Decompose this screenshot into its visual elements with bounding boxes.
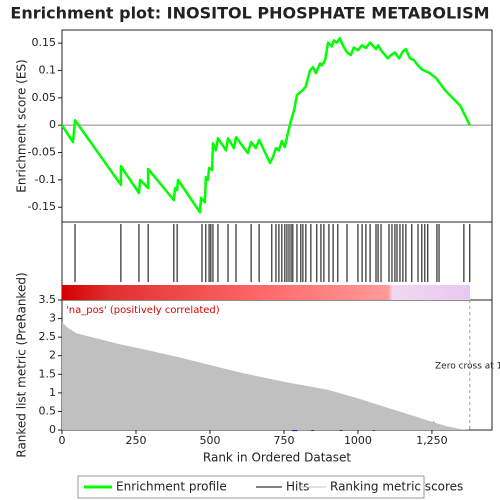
legend-label: Ranking metric scores — [330, 480, 463, 494]
x-tick-label: 1000 — [344, 434, 372, 447]
y-tick-label: 0.15 — [32, 36, 57, 49]
annotation: 'na_pos' (positively correlated) — [66, 305, 220, 316]
y-tick-label: -0.05 — [28, 146, 56, 159]
metric-area — [62, 322, 470, 430]
x-tick-label: 1,250 — [416, 434, 448, 447]
y-tick-label: 0 — [49, 118, 56, 131]
y-axis-label: Enrichment score (ES) — [15, 59, 29, 192]
y-tick-label: 3.5 — [39, 293, 57, 306]
y-tick-label: 2.5 — [39, 330, 57, 343]
rank-color-bar — [62, 285, 470, 300]
chart-title: Enrichment plot: INOSITOL PHOSPHATE META… — [10, 4, 489, 23]
y-tick-label: 0.1 — [39, 63, 57, 76]
y-tick-label: 3 — [49, 312, 56, 325]
annotation: Zero cross at 1 — [435, 362, 500, 372]
y-tick-label: 0 — [49, 423, 56, 436]
y-tick-label: -0.15 — [28, 200, 56, 213]
y-tick-label: 0.5 — [39, 404, 57, 417]
y-tick-label: -0.1 — [35, 173, 56, 186]
y-axis-label: Ranked list metric (PreRanked) — [15, 272, 29, 457]
x-axis-label: Rank in Ordered Dataset — [203, 451, 351, 465]
x-tick-label: 250 — [125, 434, 146, 447]
y-tick-label: 1 — [49, 386, 56, 399]
y-tick-label: 0.05 — [32, 91, 57, 104]
x-tick-label: 500 — [199, 434, 220, 447]
y-tick-label: 1.5 — [39, 367, 57, 380]
x-tick-label: 750 — [273, 434, 294, 447]
enrichment-line — [60, 36, 471, 214]
legend — [77, 475, 425, 499]
legend-label: Enrichment profile — [116, 480, 227, 494]
x-tick-label: 0 — [59, 434, 66, 447]
legend-label: Hits — [286, 480, 309, 494]
y-tick-label: 2 — [49, 349, 56, 362]
